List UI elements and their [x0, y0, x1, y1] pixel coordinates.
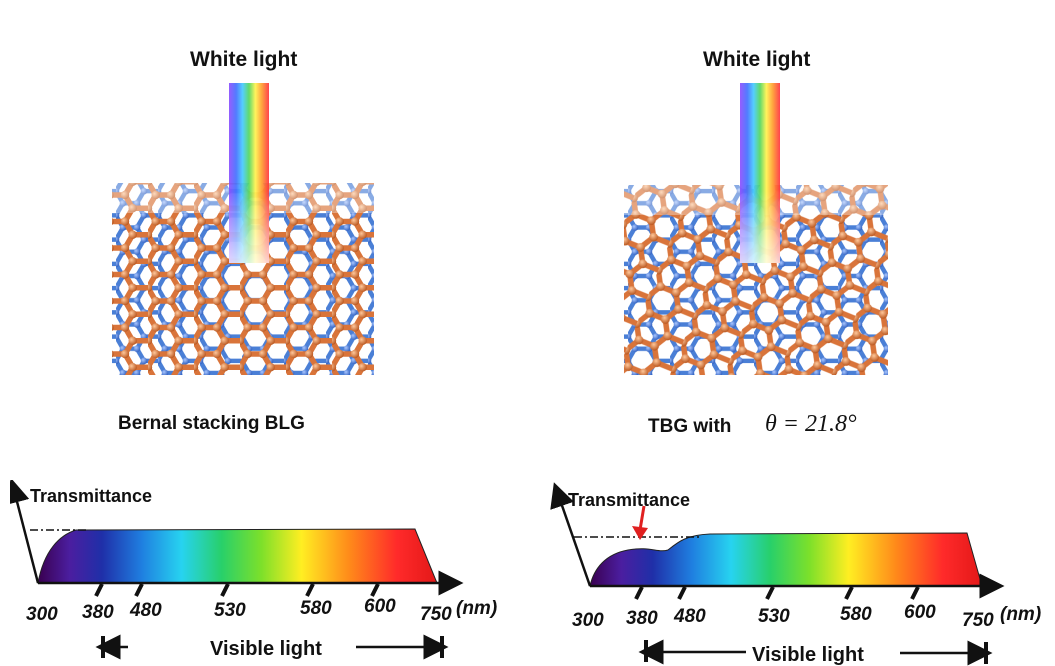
left-spectrum-band	[37, 528, 438, 584]
left-beam-label: White light	[190, 48, 298, 71]
left-tick-600: 600	[364, 596, 396, 617]
tick-mark	[370, 583, 380, 597]
tick-mark	[94, 583, 104, 597]
right-transmittance-spectrum: Transmittance 300 380 480 530 580 600 75…	[550, 482, 1041, 666]
left-tick-300: 300	[26, 604, 58, 625]
right-unit: (nm)	[1000, 604, 1041, 625]
left-axis-title: Transmittance	[30, 486, 152, 506]
right-rainbow-beam-icon	[740, 83, 780, 263]
right-tick-600: 600	[904, 602, 936, 623]
left-unit: (nm)	[456, 598, 497, 619]
right-spectrum-band	[589, 532, 983, 587]
left-tick-380: 380	[82, 602, 114, 623]
tick-mark	[765, 586, 775, 600]
tick-mark	[134, 583, 144, 597]
tick-mark	[220, 583, 230, 597]
tick-mark	[634, 586, 644, 600]
right-tick-480: 480	[673, 606, 706, 627]
left-y-axis	[10, 480, 40, 584]
tick-mark	[910, 586, 920, 600]
right-tick-530: 530	[758, 606, 790, 627]
right-tick-750: 750	[962, 610, 994, 631]
twist-angle-label: θ = 21.8°	[765, 411, 857, 437]
left-caption: Bernal stacking BLG	[118, 413, 305, 434]
right-axis-title: Transmittance	[568, 490, 690, 510]
right-y-axis	[550, 482, 592, 587]
tick-mark	[305, 583, 315, 597]
left-visible-label: Visible light	[210, 638, 322, 660]
left-tick-750: 750	[420, 604, 452, 625]
tick-mark	[677, 586, 687, 600]
right-graphene-illustration	[624, 83, 888, 375]
right-tick-580: 580	[840, 604, 872, 625]
red-down-arrow-icon	[632, 505, 648, 540]
left-rainbow-beam-icon	[229, 83, 269, 263]
tick-mark	[844, 586, 854, 600]
left-transmittance-spectrum: Transmittance 300 380 480 530 580 600 75…	[10, 480, 497, 660]
right-beam-label: White light	[703, 48, 811, 71]
left-graphene-illustration	[112, 83, 374, 375]
right-tick-300: 300	[572, 610, 604, 631]
right-tick-380: 380	[626, 608, 658, 629]
right-caption: TBG with	[648, 416, 732, 437]
left-tick-480: 480	[129, 600, 162, 621]
left-tick-530: 530	[214, 600, 246, 621]
right-visible-label: Visible light	[752, 644, 864, 666]
left-tick-580: 580	[300, 598, 332, 619]
